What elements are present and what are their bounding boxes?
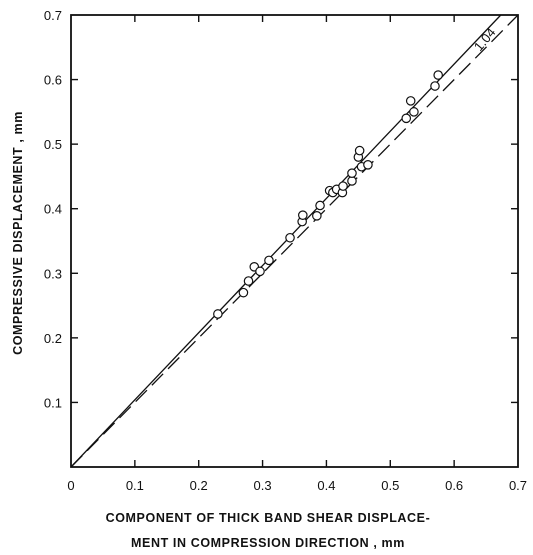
data-point bbox=[338, 181, 348, 191]
x-tick-label: 0.2 bbox=[190, 478, 208, 493]
data-point bbox=[401, 113, 412, 124]
y-tick-label: 0.5 bbox=[44, 137, 62, 152]
fit-line-solid bbox=[70, 14, 502, 468]
unity-line-dashed bbox=[70, 14, 519, 468]
y-axis-ticks: 0.1 0.2 0.3 0.4 0.5 0.6 0.7 bbox=[44, 8, 518, 410]
data-point bbox=[255, 266, 265, 277]
y-tick-label: 0.1 bbox=[44, 395, 62, 410]
data-point bbox=[264, 255, 274, 266]
data-point bbox=[213, 309, 223, 319]
y-tick-label: 0.7 bbox=[44, 8, 62, 23]
data-point bbox=[298, 210, 308, 220]
x-tick-label: 0.7 bbox=[509, 478, 527, 493]
data-point bbox=[347, 168, 357, 178]
data-point bbox=[433, 70, 443, 80]
y-tick-label: 0.4 bbox=[44, 202, 62, 217]
x-tick-label: 0.4 bbox=[317, 478, 335, 493]
slope-annotation: 1.04 bbox=[471, 25, 499, 54]
x-tick-label: 0 bbox=[67, 478, 74, 493]
reference-lines bbox=[70, 14, 519, 468]
x-tick-label: 0.5 bbox=[381, 478, 399, 493]
x-tick-label: 0.1 bbox=[126, 478, 144, 493]
data-point bbox=[354, 145, 365, 156]
plot-frame bbox=[70, 14, 519, 468]
plot-area-border bbox=[70, 14, 519, 468]
data-point bbox=[409, 107, 419, 117]
data-point bbox=[238, 287, 249, 298]
x-axis-title-line-2: MENT IN COMPRESSION DIRECTION , mm bbox=[131, 536, 405, 550]
y-tick-label: 0.6 bbox=[44, 73, 62, 88]
y-axis-title: COMPRESSIVE DISPLACEMENT , mm bbox=[11, 111, 25, 355]
data-point bbox=[363, 160, 373, 170]
data-point bbox=[347, 176, 357, 186]
x-tick-label: 0.6 bbox=[445, 478, 463, 493]
data-point bbox=[430, 81, 440, 91]
y-tick-label: 0.2 bbox=[44, 331, 62, 346]
data-point bbox=[312, 211, 322, 221]
data-point bbox=[405, 96, 416, 106]
x-axis-ticks: 0 0.1 0.2 0.3 0.4 0.5 0.6 0.7 bbox=[67, 15, 527, 493]
y-tick-label: 0.3 bbox=[44, 266, 62, 281]
data-point bbox=[243, 276, 254, 286]
data-point bbox=[315, 200, 325, 211]
data-points bbox=[213, 70, 443, 319]
x-tick-label: 0.3 bbox=[254, 478, 272, 493]
x-axis-title-line-1: COMPONENT OF THICK BAND SHEAR DISPLACE- bbox=[106, 511, 431, 525]
data-point bbox=[285, 232, 295, 243]
